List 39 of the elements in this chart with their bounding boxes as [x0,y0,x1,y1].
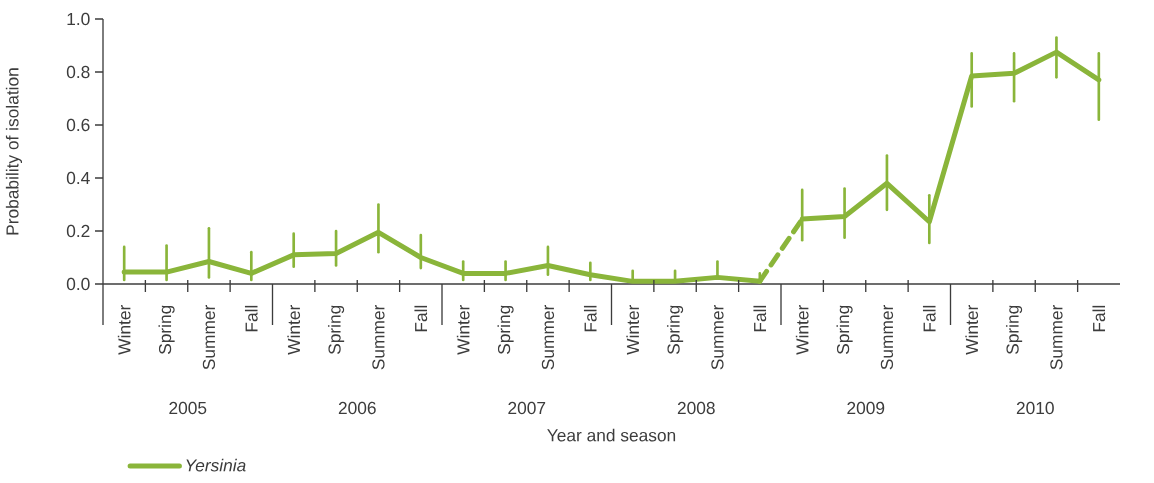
x-tick-label: Spring [497,305,514,355]
x-tick-label: Fall [1092,305,1106,332]
x-tick-label: Fall [922,305,936,332]
x-tick-label: Spring [836,305,853,355]
x-tick-label: Summer [541,305,555,370]
x-tick-label: Fall [244,305,258,332]
y-axis-title: Probability of isolation [5,68,23,235]
x-tick-label: Winter [287,305,301,355]
x-tick-label: Spring [158,305,175,355]
text: 2010 [1016,401,1054,415]
y-tick-label: 0.0 [66,277,90,291]
text: 2008 [677,401,715,415]
x-tick-label: Summer [880,305,894,370]
x-tick-label: Summer [1050,305,1063,370]
y-tick-label: 0.8 [66,65,90,79]
text: 2005 [169,401,207,415]
y-tick-label: 1.0 [67,12,90,26]
text: 2009 [847,401,885,415]
x-tick-label: Summer [372,305,385,370]
x-tick-label: Fall [753,305,767,332]
x-tick-label: Spring [1005,305,1023,355]
y-tick-label: 0.6 [66,118,90,132]
x-tick-label: Spring [666,305,684,355]
text: 2007 [508,401,546,415]
x-tick-label: Winter [965,305,979,355]
x-tick-label: Summer [711,305,724,370]
x-tick-label: Fall [414,305,428,332]
x-tick-label: Summer [202,305,216,370]
x-axis-title: Year and season [547,428,676,442]
x-tick-label: Winter [117,305,131,355]
y-tick-label: 0.4 [66,171,90,185]
legend-label: Yersinia [186,458,246,472]
x-tick-label: Winter [795,305,809,355]
x-tick-label: Spring [327,305,345,355]
x-tick-label: Winter [626,305,640,355]
y-tick-label: 0.2 [66,224,90,238]
x-tick-label: Winter [456,305,470,355]
text: 2006 [338,401,376,415]
x-tick-label: Fall [583,305,597,332]
